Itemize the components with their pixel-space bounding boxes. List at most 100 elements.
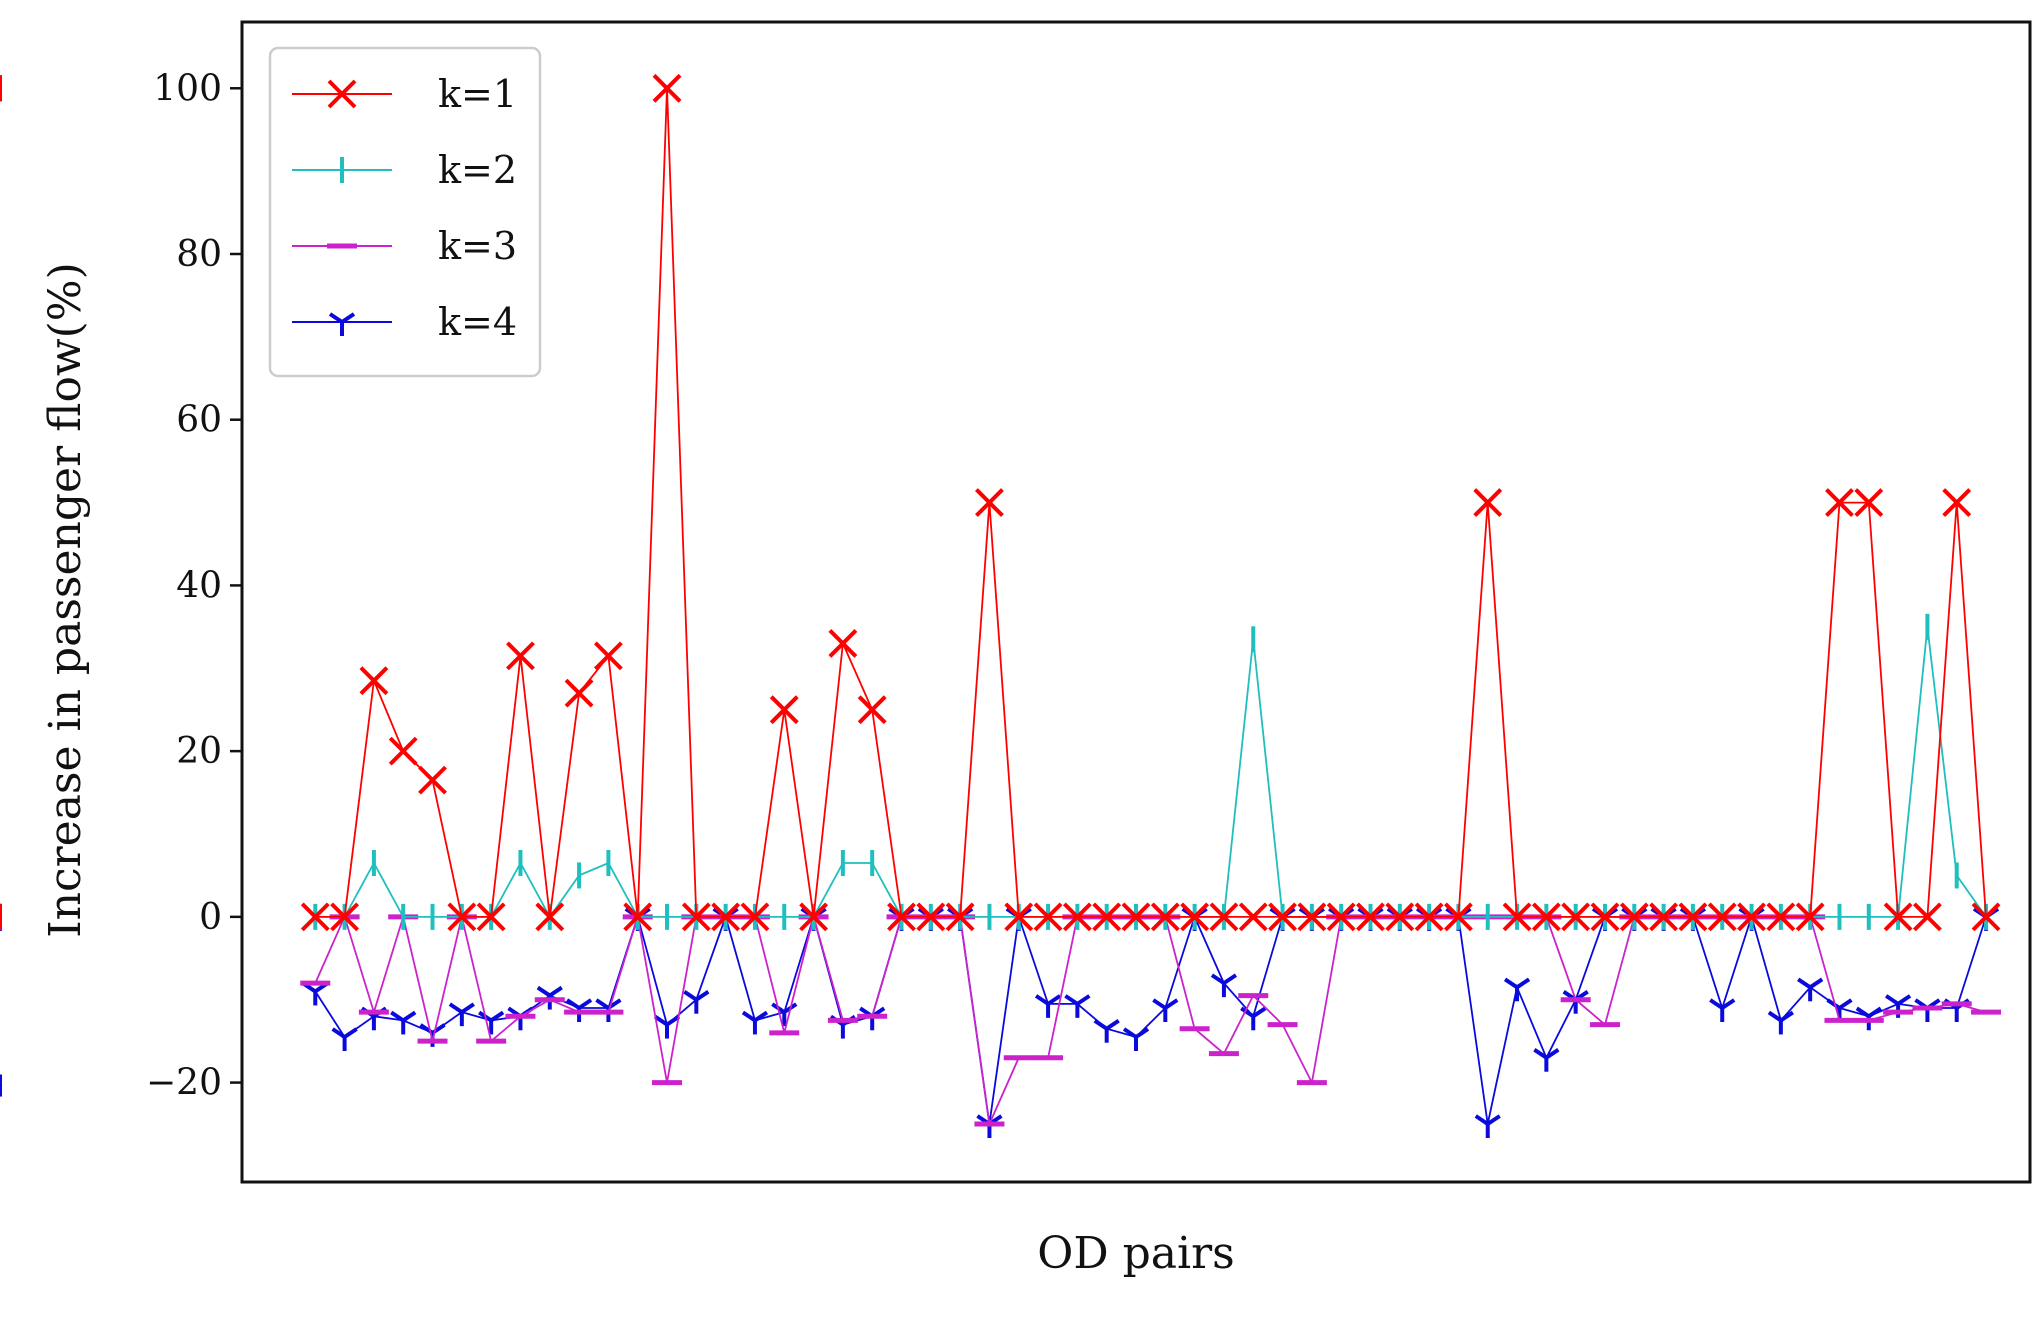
x-marker-stroke [1619,902,1649,932]
data-point [828,629,858,658]
data-point [1092,902,1122,932]
y-tick-label: 0 [199,897,222,938]
data-point [1795,902,1825,932]
x-marker-stroke [1356,902,1385,932]
x-marker-stroke [388,736,418,766]
data-point [1649,902,1679,932]
x-marker-stroke [799,902,828,932]
tri-marker-stroke [340,312,356,324]
data-point [1502,902,1532,932]
y-tick-label: 100 [153,68,222,109]
x-marker-stroke [476,902,506,932]
tri-marker-stroke [1164,998,1179,1010]
tri-marker-stroke [1503,977,1519,989]
data-point [390,1010,417,1035]
data-point [1240,1006,1267,1031]
legend-entry: k=2 [292,148,517,192]
data-point [1854,488,1884,517]
y-axis-ticks: 100 80 60 40 20 0 −20 [146,68,242,1104]
data-point [1942,488,1972,517]
data-point [652,73,682,103]
tri-marker-stroke [402,1010,417,1023]
y-tick-label: 20 [176,731,222,772]
tri-marker-stroke [331,1027,346,1039]
tri-marker-stroke [1152,998,1167,1010]
data-point [1531,902,1561,932]
data-point [1326,902,1356,932]
plot-frame [240,20,2032,1184]
x-marker-stroke [506,641,535,671]
x-marker-stroke [1590,902,1620,932]
tri-marker-stroke [1093,1019,1108,1031]
x-marker-stroke [1473,488,1503,517]
x-marker-stroke [1033,902,1063,932]
tri-marker-stroke [1064,994,1079,1006]
data-point [916,902,946,932]
data-point [945,902,975,932]
tri-marker-stroke [1896,994,1912,1006]
x-marker-stroke [887,902,916,932]
x-marker-stroke [564,678,594,708]
legend-entry: k=3 [292,224,517,268]
data-point [1444,902,1473,932]
data-point [741,1010,769,1035]
x-marker-stroke [1971,902,2001,932]
tri-marker-stroke [1046,994,1062,1006]
x-marker-stroke [1238,902,1268,932]
data-point [1883,902,1913,932]
x-marker-stroke [300,902,330,932]
tri-marker-stroke [695,990,710,1002]
data-point [1268,902,1297,932]
tri-marker-stroke [1533,1048,1548,1060]
tri-marker-stroke [1767,1010,1782,1023]
x-marker-stroke [1678,902,1708,932]
x-marker-stroke [418,765,447,795]
tri-marker-stroke [548,985,563,998]
x-marker-stroke [1268,902,1297,932]
legend-label: k=1 [438,72,517,116]
x-marker-stroke [1385,902,1415,932]
legend-label: k=2 [438,148,517,192]
x-marker-stroke [1502,902,1532,932]
data-point [1678,902,1708,932]
data-point [1385,902,1415,932]
tri-marker-stroke [683,990,698,1002]
data-point [711,902,741,932]
data-point [448,1002,475,1027]
data-point [623,902,653,932]
x-marker-stroke [1414,902,1444,932]
x-marker-stroke [1766,902,1796,932]
tri-marker-stroke [1855,1006,1870,1018]
data-point [1767,1010,1794,1035]
data-point [1209,902,1239,932]
data-point [535,902,565,932]
x-marker-stroke [711,902,741,932]
x-marker-stroke [1326,902,1356,932]
tri-marker-stroke [1515,977,1531,989]
tri-marker-stroke [1076,994,1091,1006]
data-point [327,79,357,109]
data-point [1121,902,1151,932]
data-point [1297,902,1327,932]
tri-marker-stroke [1134,1027,1150,1039]
x-marker-stroke [1531,902,1561,932]
x-marker-stroke [681,902,711,932]
data-point [975,488,1004,517]
x-marker-stroke [535,902,565,932]
tri-marker-stroke [1838,998,1853,1010]
x-marker-stroke [1092,902,1122,932]
data-point [1064,994,1091,1018]
tri-marker-stroke [343,1027,358,1039]
tri-marker-stroke [390,1010,405,1023]
data-point [447,902,477,932]
data-point [388,736,418,766]
tri-marker-stroke [1826,998,1841,1010]
data-point [1503,977,1531,1002]
tri-marker-stroke [1252,1006,1267,1018]
tri-marker-stroke [536,985,551,998]
tri-marker-stroke [1779,1010,1794,1023]
data-point [857,695,887,725]
data-point [1033,902,1063,932]
tri-marker-stroke [1122,1027,1138,1039]
